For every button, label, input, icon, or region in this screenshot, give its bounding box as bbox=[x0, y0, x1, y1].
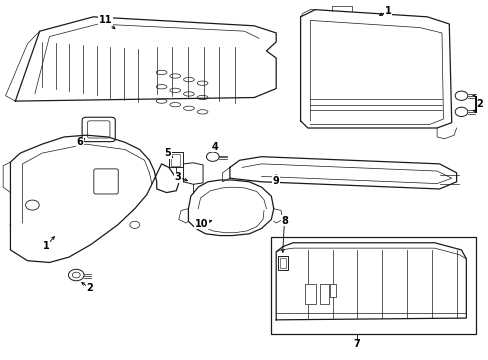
FancyBboxPatch shape bbox=[94, 169, 118, 194]
Text: 1: 1 bbox=[384, 6, 391, 17]
FancyBboxPatch shape bbox=[87, 121, 110, 138]
Bar bbox=[279, 258, 286, 268]
Bar bbox=[171, 154, 180, 166]
Text: 7: 7 bbox=[352, 339, 359, 349]
Text: 2: 2 bbox=[86, 283, 93, 293]
Text: 8: 8 bbox=[281, 216, 287, 226]
Text: 3: 3 bbox=[174, 172, 181, 182]
Text: 5: 5 bbox=[164, 148, 171, 158]
Bar bbox=[168, 152, 182, 167]
Text: 6: 6 bbox=[77, 138, 83, 147]
FancyBboxPatch shape bbox=[82, 117, 115, 141]
Text: 4: 4 bbox=[211, 142, 218, 152]
Text: 2: 2 bbox=[475, 99, 482, 109]
Bar bbox=[329, 284, 335, 297]
Bar bbox=[305, 284, 316, 304]
Text: 11: 11 bbox=[99, 15, 112, 26]
Text: 10: 10 bbox=[194, 219, 208, 229]
Bar bbox=[320, 284, 328, 304]
Bar bbox=[271, 237, 475, 334]
Text: 9: 9 bbox=[272, 176, 279, 186]
Text: 1: 1 bbox=[42, 241, 49, 251]
Bar bbox=[277, 256, 288, 270]
